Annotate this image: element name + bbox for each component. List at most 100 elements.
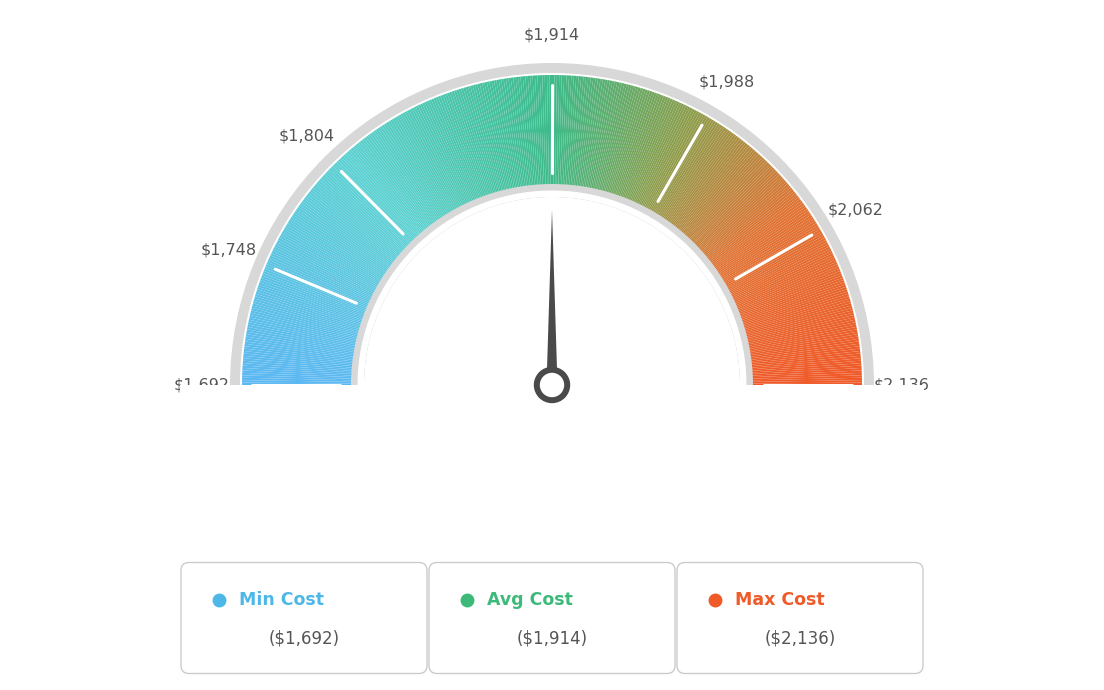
Wedge shape bbox=[622, 94, 661, 198]
Wedge shape bbox=[619, 93, 659, 197]
Wedge shape bbox=[242, 382, 352, 385]
Wedge shape bbox=[338, 159, 415, 240]
Wedge shape bbox=[245, 342, 354, 358]
Wedge shape bbox=[737, 271, 841, 313]
Wedge shape bbox=[499, 79, 519, 188]
Wedge shape bbox=[594, 82, 619, 190]
Wedge shape bbox=[742, 287, 847, 323]
Wedge shape bbox=[714, 205, 806, 270]
Wedge shape bbox=[243, 368, 352, 375]
Wedge shape bbox=[359, 192, 745, 385]
Wedge shape bbox=[384, 124, 445, 217]
Wedge shape bbox=[420, 104, 468, 204]
Wedge shape bbox=[728, 238, 826, 291]
Wedge shape bbox=[667, 131, 732, 222]
Wedge shape bbox=[679, 146, 752, 232]
Bar bbox=[180, 385, 924, 690]
Wedge shape bbox=[244, 348, 353, 363]
Wedge shape bbox=[508, 78, 526, 187]
Wedge shape bbox=[746, 315, 854, 342]
Wedge shape bbox=[712, 199, 802, 266]
Wedge shape bbox=[279, 236, 376, 290]
Text: Max Cost: Max Cost bbox=[735, 591, 825, 609]
Circle shape bbox=[534, 368, 570, 402]
Wedge shape bbox=[269, 255, 370, 303]
Wedge shape bbox=[242, 371, 352, 377]
Wedge shape bbox=[687, 156, 763, 238]
Wedge shape bbox=[530, 76, 540, 186]
Wedge shape bbox=[751, 356, 861, 368]
Wedge shape bbox=[744, 301, 851, 332]
Text: ($1,914): ($1,914) bbox=[517, 629, 587, 647]
Wedge shape bbox=[676, 141, 746, 229]
Wedge shape bbox=[729, 240, 827, 293]
Wedge shape bbox=[681, 148, 753, 233]
Wedge shape bbox=[248, 322, 357, 346]
Wedge shape bbox=[566, 76, 576, 186]
Wedge shape bbox=[475, 84, 503, 191]
Wedge shape bbox=[250, 315, 358, 342]
Wedge shape bbox=[358, 191, 746, 385]
Wedge shape bbox=[564, 76, 574, 186]
Wedge shape bbox=[343, 154, 418, 237]
Text: $1,748: $1,748 bbox=[201, 242, 257, 257]
Wedge shape bbox=[707, 188, 793, 259]
Wedge shape bbox=[278, 238, 376, 291]
Wedge shape bbox=[648, 113, 703, 210]
Wedge shape bbox=[715, 207, 807, 271]
FancyBboxPatch shape bbox=[181, 562, 427, 673]
Wedge shape bbox=[735, 259, 837, 306]
Wedge shape bbox=[432, 99, 476, 201]
Wedge shape bbox=[318, 180, 402, 254]
Wedge shape bbox=[603, 86, 634, 192]
Wedge shape bbox=[513, 77, 529, 186]
Wedge shape bbox=[258, 284, 363, 322]
Wedge shape bbox=[696, 169, 776, 247]
Wedge shape bbox=[390, 119, 449, 215]
Wedge shape bbox=[464, 88, 496, 193]
Wedge shape bbox=[304, 197, 393, 265]
Wedge shape bbox=[744, 299, 850, 331]
Wedge shape bbox=[588, 80, 611, 188]
Wedge shape bbox=[710, 195, 798, 264]
Wedge shape bbox=[704, 184, 789, 256]
Wedge shape bbox=[443, 94, 482, 198]
Wedge shape bbox=[396, 116, 453, 212]
Wedge shape bbox=[570, 76, 581, 186]
Wedge shape bbox=[705, 186, 790, 257]
Wedge shape bbox=[301, 201, 391, 268]
Wedge shape bbox=[335, 162, 413, 242]
Wedge shape bbox=[230, 63, 874, 385]
Wedge shape bbox=[581, 78, 598, 187]
Wedge shape bbox=[248, 319, 357, 344]
Wedge shape bbox=[575, 77, 591, 186]
Wedge shape bbox=[668, 132, 734, 223]
Wedge shape bbox=[246, 329, 355, 351]
Wedge shape bbox=[259, 280, 364, 319]
Wedge shape bbox=[349, 149, 422, 234]
Wedge shape bbox=[250, 313, 358, 340]
Text: Min Cost: Min Cost bbox=[238, 591, 323, 609]
Wedge shape bbox=[244, 344, 353, 360]
Wedge shape bbox=[721, 219, 815, 279]
Wedge shape bbox=[741, 284, 846, 322]
Wedge shape bbox=[601, 84, 629, 191]
Wedge shape bbox=[244, 351, 353, 364]
Wedge shape bbox=[386, 122, 446, 216]
Wedge shape bbox=[752, 366, 861, 374]
Wedge shape bbox=[752, 361, 861, 371]
Wedge shape bbox=[497, 79, 518, 188]
Wedge shape bbox=[485, 82, 510, 190]
Wedge shape bbox=[277, 240, 375, 293]
Wedge shape bbox=[751, 353, 861, 366]
Wedge shape bbox=[340, 157, 416, 239]
Wedge shape bbox=[263, 271, 367, 313]
Wedge shape bbox=[719, 213, 811, 275]
Wedge shape bbox=[375, 128, 439, 221]
Wedge shape bbox=[297, 207, 389, 271]
Wedge shape bbox=[608, 88, 640, 193]
Wedge shape bbox=[326, 171, 407, 248]
Wedge shape bbox=[678, 145, 750, 231]
Wedge shape bbox=[300, 203, 390, 268]
Wedge shape bbox=[372, 131, 437, 222]
